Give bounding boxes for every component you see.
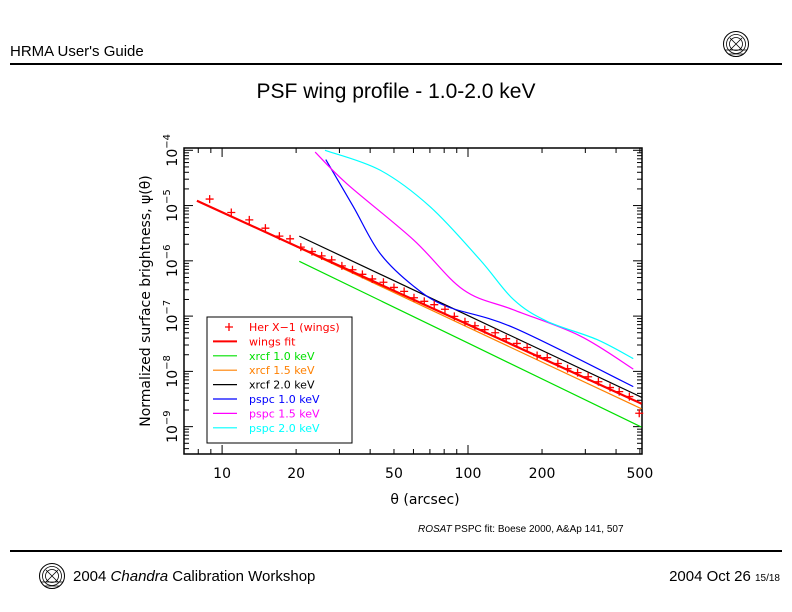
point-her-x-1-wings- (430, 300, 439, 309)
point-her-x-1-wings- (327, 255, 336, 264)
legend-label-pspc-1-5-kev: pspc 1.5 keV (249, 407, 320, 420)
point-her-x-1-wings- (594, 377, 603, 386)
point-her-x-1-wings- (635, 409, 644, 418)
footer-year: 2004 (73, 568, 111, 585)
point-her-x-1-wings- (368, 274, 377, 283)
point-her-x-1-wings- (450, 312, 459, 321)
legend-label-xrcf-2-0-kev: xrcf 2.0 keV (249, 379, 315, 392)
legend-box (206, 316, 353, 444)
point-her-x-1-wings- (420, 297, 429, 306)
point-her-x-1-wings- (625, 392, 634, 401)
y-tick-base: 10 (165, 204, 181, 222)
legend-label-xrcf-1-0-kev: xrcf 1.0 keV (249, 350, 315, 363)
point-her-x-1-wings- (358, 270, 367, 279)
x-tick-label: 100 (455, 466, 482, 482)
y-tick-base: 10 (165, 370, 181, 388)
x-tick-label: 50 (385, 466, 403, 482)
footer-rest: Calibration Workshop (168, 568, 316, 585)
point-her-x-1-wings- (584, 372, 593, 381)
point-her-x-1-wings- (337, 261, 346, 270)
point-her-x-1-wings- (440, 305, 449, 314)
series-wings-fit (196, 199, 643, 405)
point-her-x-1-wings- (512, 339, 521, 348)
point-her-x-1-wings- (205, 195, 214, 204)
credit-italic: ROSAT (418, 524, 452, 535)
y-tick-base: 10 (165, 149, 181, 167)
x-axis-label: θ (arcsec) (390, 492, 459, 508)
point-her-x-1-wings- (261, 224, 270, 233)
series-pspc-1-0-kev (325, 159, 634, 388)
point-her-x-1-wings- (227, 208, 236, 217)
y-tick-label: 10−7 (162, 300, 181, 333)
y-tick-base: 10 (165, 315, 181, 333)
y-tick-label: 10−4 (162, 134, 181, 167)
point-her-x-1-wings- (400, 287, 409, 296)
point-her-x-1-wings- (348, 265, 357, 274)
point-her-x-1-wings- (533, 351, 542, 360)
x-tick-label: 200 (529, 466, 556, 482)
y-tick-label: 10−6 (162, 245, 181, 278)
y-tick-exponent: −7 (162, 300, 173, 315)
y-tick-exponent: −5 (162, 189, 173, 204)
header-rule (10, 63, 782, 65)
page-number: 15/18 (754, 573, 780, 584)
x-tick-label: 20 (287, 466, 305, 482)
point-her-x-1-wings- (563, 364, 572, 373)
point-her-x-1-wings- (307, 247, 316, 256)
point-her-x-1-wings- (460, 317, 469, 326)
y-tick-base: 10 (165, 425, 181, 443)
credit-note: ROSAT PSPC fit: Boese 2000, A&Ap 141, 50… (418, 524, 624, 535)
x-tick-label: 10 (213, 466, 231, 482)
chandra-logo-icon (723, 31, 749, 57)
point-her-x-1-wings- (245, 215, 254, 224)
point-her-x-1-wings- (606, 383, 615, 392)
point-her-x-1-wings- (543, 353, 552, 362)
slide-title: PSF wing profile - 1.0-2.0 keV (256, 80, 536, 103)
legend-label-xrcf-1-5-kev: xrcf 1.5 keV (249, 364, 315, 377)
legend-label-pspc-2-0-kev: pspc 2.0 keV (249, 422, 320, 435)
series-xrcf-2-0-kev (299, 235, 642, 398)
y-tick-exponent: −6 (162, 245, 173, 260)
point-her-x-1-wings- (317, 251, 326, 260)
series-xrcf-1-0-kev (299, 260, 642, 428)
point-her-x-1-wings- (389, 283, 398, 292)
point-her-x-1-wings- (615, 387, 624, 396)
footer-rule (10, 550, 782, 552)
legend-marker-her-x-1-wings- (225, 323, 233, 331)
point-her-x-1-wings- (409, 293, 418, 302)
point-her-x-1-wings- (523, 343, 532, 352)
point-her-x-1-wings- (502, 334, 511, 343)
y-tick-label: 10−5 (162, 189, 181, 222)
legend-label-pspc-1-0-kev: pspc 1.0 keV (249, 393, 320, 406)
point-her-x-1-wings- (296, 243, 305, 252)
footer-workshop: 2004 Chandra Calibration Workshop (73, 568, 315, 585)
y-tick-exponent: −4 (162, 134, 173, 149)
y-tick-exponent: −8 (162, 355, 173, 370)
legend-label-wings-fit: wings fit (249, 335, 296, 348)
x-tick-label: 500 (627, 466, 654, 482)
y-tick-base: 10 (165, 259, 181, 277)
point-her-x-1-wings- (480, 325, 489, 334)
y-tick-label: 10−8 (162, 355, 181, 388)
credit-text: PSPC fit: Boese 2000, A&Ap 141, 507 (451, 524, 624, 535)
point-her-x-1-wings- (470, 321, 479, 330)
footer-date: 2004 Oct 26 15/18 (669, 568, 780, 585)
point-her-x-1-wings- (553, 359, 562, 368)
point-her-x-1-wings- (286, 234, 295, 243)
footer-chandra: Chandra (110, 568, 169, 585)
footer-date-text: 2004 Oct 26 (669, 568, 755, 585)
y-tick-label: 10−9 (162, 410, 181, 443)
legend-label-her-x-1-wings-: Her X−1 (wings) (249, 321, 340, 334)
point-her-x-1-wings- (379, 278, 388, 287)
header-title: HRMA User's Guide (10, 43, 144, 60)
y-axis-label: Normalized surface brightness, ψ(θ) (138, 175, 154, 427)
point-her-x-1-wings- (275, 232, 284, 241)
series-pspc-2-0-kev (324, 149, 634, 360)
y-tick-exponent: −9 (162, 410, 173, 425)
series-pspc-1-5-kev (314, 151, 634, 370)
point-her-x-1-wings- (491, 328, 500, 337)
chandra-logo-icon-footer (39, 563, 65, 589)
point-her-x-1-wings- (573, 368, 582, 377)
